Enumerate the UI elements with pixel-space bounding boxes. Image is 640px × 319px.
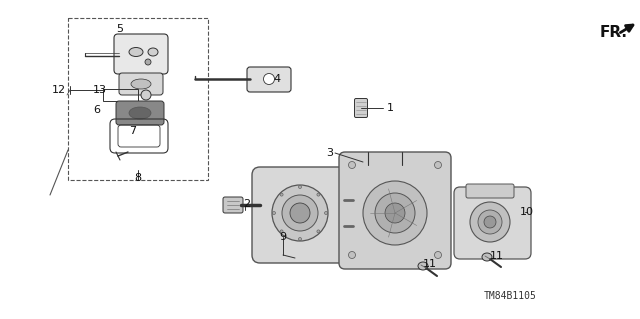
- Text: 12: 12: [52, 85, 66, 95]
- Text: 4: 4: [273, 74, 280, 84]
- Circle shape: [264, 73, 275, 85]
- FancyBboxPatch shape: [247, 67, 291, 92]
- Circle shape: [317, 230, 320, 233]
- Circle shape: [298, 238, 301, 241]
- Text: 9: 9: [280, 232, 287, 242]
- Circle shape: [385, 203, 405, 223]
- FancyBboxPatch shape: [339, 152, 451, 269]
- Ellipse shape: [129, 107, 151, 119]
- Text: 7: 7: [129, 126, 136, 136]
- Circle shape: [349, 161, 355, 168]
- Circle shape: [272, 185, 328, 241]
- Text: 11: 11: [423, 259, 437, 269]
- FancyBboxPatch shape: [116, 101, 164, 125]
- Circle shape: [435, 251, 442, 258]
- Ellipse shape: [482, 253, 492, 261]
- Circle shape: [273, 211, 275, 214]
- Circle shape: [317, 193, 320, 196]
- FancyBboxPatch shape: [114, 34, 168, 74]
- Text: 5: 5: [116, 24, 124, 34]
- Circle shape: [290, 203, 310, 223]
- Ellipse shape: [418, 262, 428, 270]
- Circle shape: [280, 193, 283, 196]
- Text: 8: 8: [134, 173, 141, 183]
- Bar: [68, 18, 208, 180]
- Circle shape: [145, 59, 151, 65]
- Circle shape: [282, 195, 318, 231]
- Text: TM84B1105: TM84B1105: [484, 291, 536, 301]
- Text: 10: 10: [520, 207, 534, 217]
- Text: 6: 6: [93, 105, 100, 115]
- Text: 2: 2: [243, 199, 251, 209]
- Circle shape: [141, 90, 151, 100]
- FancyBboxPatch shape: [454, 187, 531, 259]
- FancyBboxPatch shape: [355, 99, 367, 117]
- Circle shape: [324, 211, 328, 214]
- FancyBboxPatch shape: [223, 197, 243, 213]
- Text: 3: 3: [326, 148, 333, 158]
- FancyBboxPatch shape: [466, 184, 514, 198]
- Circle shape: [363, 181, 427, 245]
- Text: 11: 11: [490, 251, 504, 261]
- Ellipse shape: [129, 48, 143, 56]
- Text: FR.: FR.: [600, 25, 628, 40]
- Circle shape: [470, 202, 510, 242]
- Text: 13: 13: [93, 85, 107, 95]
- FancyBboxPatch shape: [119, 73, 163, 95]
- FancyBboxPatch shape: [361, 160, 409, 178]
- Ellipse shape: [131, 79, 151, 89]
- Circle shape: [298, 186, 301, 189]
- Text: 1: 1: [387, 103, 394, 113]
- Circle shape: [435, 161, 442, 168]
- Ellipse shape: [148, 48, 158, 56]
- Circle shape: [478, 210, 502, 234]
- Circle shape: [484, 216, 496, 228]
- Circle shape: [375, 193, 415, 233]
- Circle shape: [280, 230, 283, 233]
- Circle shape: [349, 251, 355, 258]
- FancyBboxPatch shape: [252, 167, 353, 263]
